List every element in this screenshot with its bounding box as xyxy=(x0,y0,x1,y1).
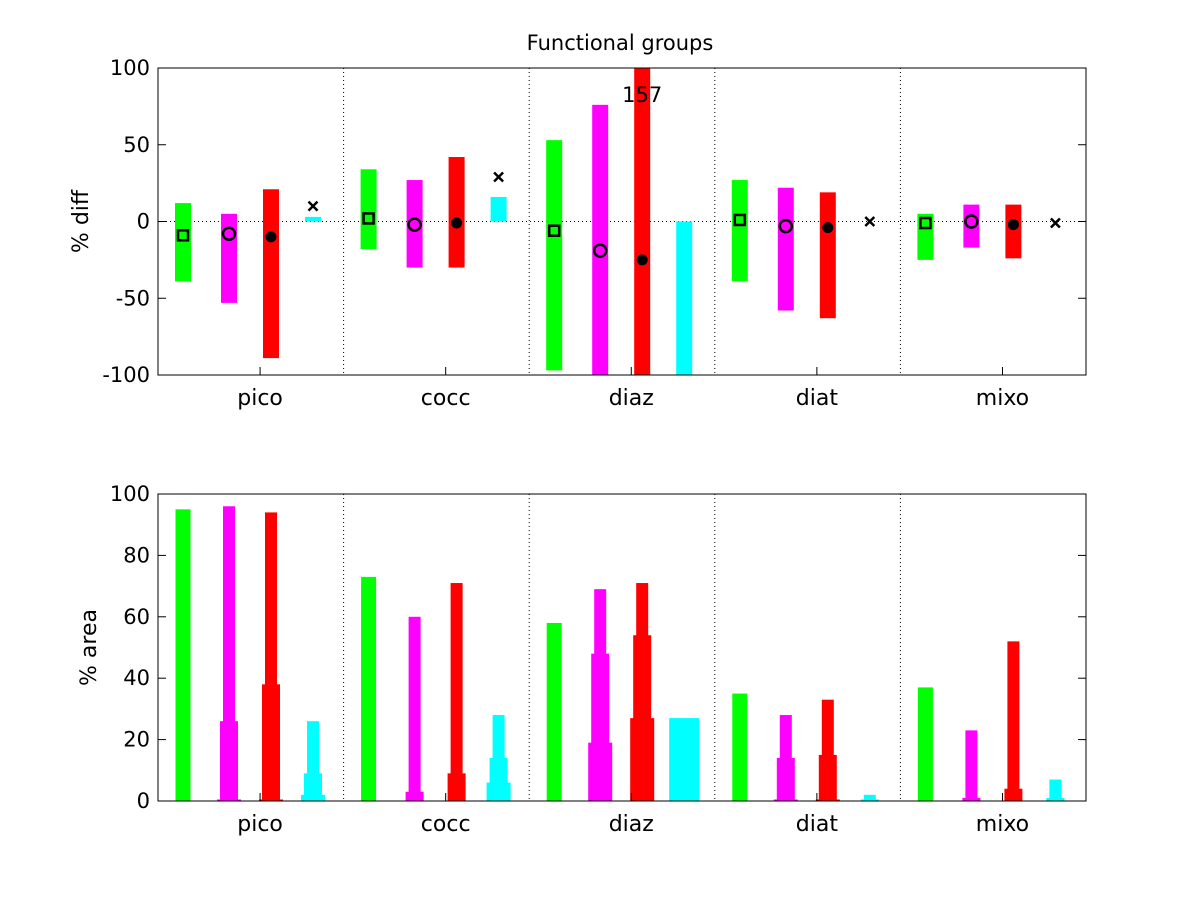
step-bar-series2 xyxy=(220,721,238,801)
step-bar-series3 xyxy=(447,773,466,801)
range-bar-series1 xyxy=(360,169,377,250)
step-bar-series4 xyxy=(486,782,511,801)
step-bar-series1 xyxy=(361,576,377,801)
range-bar-series2 xyxy=(777,187,794,311)
marker-dot xyxy=(1007,219,1019,231)
y-axis-label: % area xyxy=(77,609,102,686)
chart-title: Functional groups xyxy=(527,31,714,55)
category-label: diaz xyxy=(609,386,654,411)
range-bar-series1 xyxy=(546,140,563,371)
y-tick-label: -50 xyxy=(116,286,150,310)
y-tick-label: 40 xyxy=(123,666,150,690)
step-bar-series3 xyxy=(259,799,283,801)
marker-circle xyxy=(964,214,979,229)
annotation-label: 157 xyxy=(622,83,662,107)
marker-x xyxy=(1050,217,1061,229)
axes-frame xyxy=(157,493,1087,802)
range-bar-series4 xyxy=(305,216,321,222)
marker-square xyxy=(733,213,747,227)
category-label: diat xyxy=(796,386,839,411)
marker-circle xyxy=(221,226,237,242)
marker-x xyxy=(493,171,504,183)
marker-x xyxy=(307,200,319,212)
y-tick-label: 100 xyxy=(110,56,150,80)
y-tick-label: 80 xyxy=(123,543,150,567)
step-bar-series1 xyxy=(917,687,933,801)
category-label: cocc xyxy=(421,386,471,411)
category-label: diaz xyxy=(609,812,654,837)
step-bar-series4 xyxy=(304,773,322,801)
range-bar-series3 xyxy=(263,189,279,359)
step-bar-series2 xyxy=(405,791,424,801)
range-bar-series2 xyxy=(406,180,423,268)
range-bar-series1 xyxy=(175,203,191,282)
step-bar-series1 xyxy=(175,509,191,801)
range-bar-series3 xyxy=(448,157,465,268)
category-label: diat xyxy=(796,812,839,837)
step-bar-series4 xyxy=(860,799,879,801)
y-tick-label: 0 xyxy=(137,210,150,234)
step-bar-series3 xyxy=(1007,641,1020,801)
top-panel: -100 -50 0 50 100 pico cocc diaz diat mixo % diff F… xyxy=(69,31,1087,411)
range-bar-series3 xyxy=(634,68,651,375)
marker-square xyxy=(919,216,932,230)
range-bar-series4 xyxy=(490,196,507,222)
category-label: mixo xyxy=(976,812,1029,837)
marker-square xyxy=(547,224,561,237)
marker-square xyxy=(176,229,190,242)
y-tick-label: 50 xyxy=(123,133,150,157)
range-bar-series2 xyxy=(592,104,609,375)
marker-dot xyxy=(265,231,277,243)
step-bar-series3 xyxy=(262,684,280,801)
y-tick-label: -100 xyxy=(102,363,150,387)
marker-circle xyxy=(592,243,608,258)
marker-circle xyxy=(778,218,794,234)
step-bar-series1 xyxy=(546,622,562,801)
step-bar-series3 xyxy=(818,754,837,801)
bottom-panel: 0 20 40 60 80 100 pico cocc diaz diat mixo % area xyxy=(77,482,1087,837)
marker-square xyxy=(362,212,375,225)
marker-dot xyxy=(451,217,463,229)
step-bar-series3 xyxy=(815,799,840,801)
step-bar-series2 xyxy=(962,797,981,801)
bars-group xyxy=(175,506,1065,801)
y-tick-label: 60 xyxy=(123,605,150,629)
step-bar-series2 xyxy=(217,799,241,801)
marker-dot xyxy=(636,254,648,266)
category-label: pico xyxy=(237,386,283,411)
range-bar-series2 xyxy=(221,213,237,303)
marker-circle xyxy=(407,217,422,232)
range-bar-series3 xyxy=(819,192,836,319)
step-bar-series3 xyxy=(450,583,463,801)
step-bar-series4 xyxy=(669,718,700,801)
step-bar-series2 xyxy=(965,730,978,801)
range-bar-series2 xyxy=(963,204,980,248)
step-bar-series4 xyxy=(1046,797,1065,801)
step-bar-series2 xyxy=(773,799,798,801)
step-bar-series2 xyxy=(588,742,613,801)
step-bar-series2 xyxy=(776,758,795,801)
step-bar-series4 xyxy=(1049,779,1062,801)
category-label: mixo xyxy=(976,386,1029,411)
category-label: pico xyxy=(237,812,283,837)
bars-group xyxy=(175,68,1022,375)
marker-dot xyxy=(822,222,834,234)
step-bar-series2 xyxy=(408,616,421,801)
step-bar-series3 xyxy=(1004,788,1023,801)
range-bar-series4 xyxy=(676,221,693,375)
range-bar-series3 xyxy=(1005,204,1022,259)
y-tick-label: 100 xyxy=(110,482,150,506)
step-bar-series1 xyxy=(732,693,748,801)
y-tick-label: 20 xyxy=(123,728,150,752)
marker-x xyxy=(864,216,876,227)
range-bar-series1 xyxy=(731,180,748,282)
y-axis-label: % diff xyxy=(69,189,94,253)
category-label: cocc xyxy=(421,812,471,837)
step-bar-series4 xyxy=(301,794,325,801)
y-tick-label: 0 xyxy=(137,789,150,813)
step-bar-series3 xyxy=(630,718,655,801)
step-bar-series4 xyxy=(863,794,876,801)
